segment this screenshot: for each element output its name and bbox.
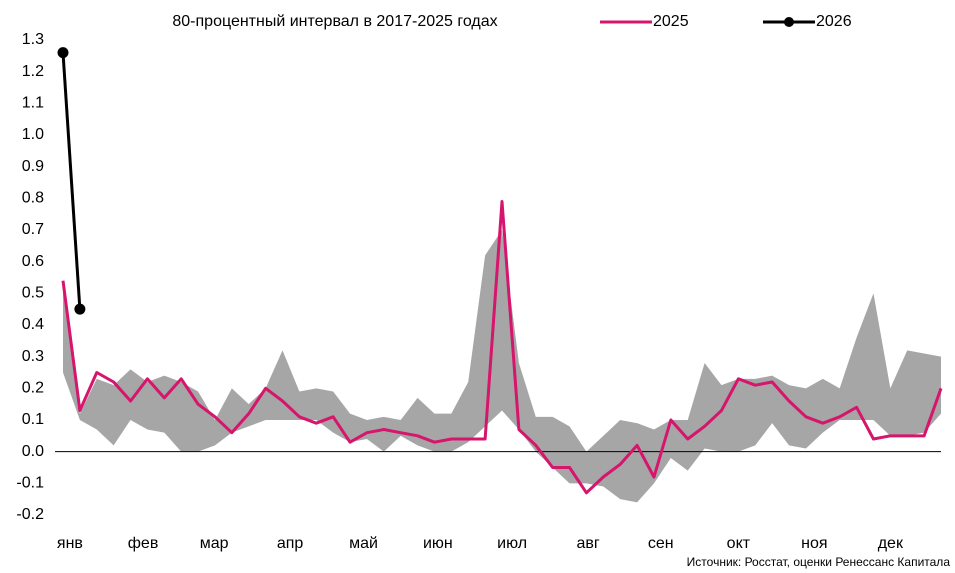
series-line (61, 52, 82, 310)
series-marker (74, 303, 86, 315)
y-tick-label: 0.2 (22, 380, 44, 397)
x-tick-label: сен (648, 535, 674, 552)
y-tick-label: 0.1 (22, 411, 44, 428)
series-line (61, 200, 943, 495)
legend-label: 80-процентный интервал в 2017-2025 годах (172, 13, 497, 30)
x-tick-label: май (349, 535, 378, 552)
y-tick-label: 0.3 (22, 348, 44, 365)
x-tick-label: июн (423, 535, 453, 552)
x-tick-label: июл (497, 535, 527, 552)
y-tick-label: 0.7 (22, 221, 44, 238)
y-tick-label: -0.1 (16, 475, 44, 492)
x-tick-label: мар (200, 535, 229, 552)
y-tick-label: 0.9 (22, 158, 44, 175)
y-tick-label: 1.3 (22, 31, 44, 48)
x-tick-label: авг (576, 535, 599, 552)
x-tick-label: дек (878, 535, 904, 552)
y-tick-label: 1.0 (22, 126, 44, 143)
x-tick-label: окт (727, 535, 751, 552)
y-tick-label: 1.1 (22, 95, 44, 112)
y-tick-label: -0.2 (16, 506, 44, 523)
legend-marker (784, 17, 794, 27)
y-tick-label: 1.2 (22, 63, 44, 80)
x-tick-label: фев (128, 535, 159, 552)
y-tick-label: 0.6 (22, 253, 44, 270)
source-note: Источник: Росстат, оценки Ренессанс Капи… (687, 555, 951, 569)
y-tick-label: 0.5 (22, 285, 44, 302)
series-marker (57, 47, 69, 59)
interval-band (63, 230, 941, 503)
x-tick-label: ноя (801, 535, 827, 552)
legend-label: 2025 (653, 13, 689, 30)
x-tick-label: янв (57, 535, 83, 552)
y-tick-label: 0.4 (22, 316, 44, 333)
legend-label: 2026 (816, 13, 852, 30)
y-tick-label: 0.0 (22, 443, 44, 460)
y-tick-label: 0.8 (22, 190, 44, 207)
x-tick-label: апр (277, 535, 304, 552)
